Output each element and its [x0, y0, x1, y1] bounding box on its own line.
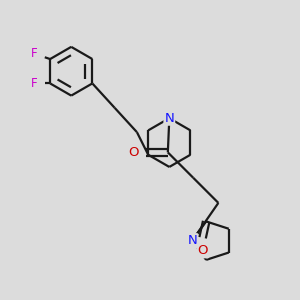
Text: F: F: [31, 77, 37, 90]
Text: N: N: [187, 234, 197, 247]
Text: O: O: [128, 146, 139, 159]
Text: F: F: [31, 47, 37, 60]
Text: N: N: [164, 112, 174, 125]
Text: O: O: [197, 244, 208, 257]
